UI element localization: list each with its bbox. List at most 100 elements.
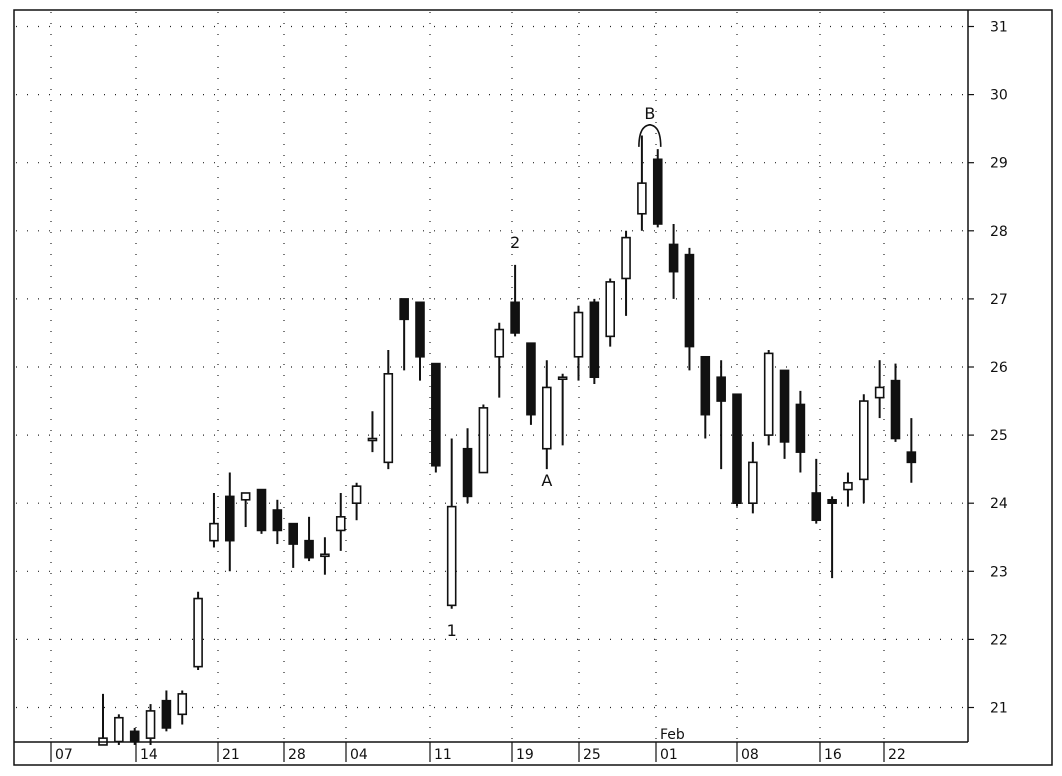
candle [589, 298, 600, 385]
candle-body-down [779, 369, 790, 443]
annotation-label: B [644, 104, 655, 123]
candle [843, 472, 853, 507]
annotation-label: 2 [510, 233, 520, 252]
candle-body-up [557, 376, 568, 381]
candle [779, 369, 790, 459]
candle-body-down [652, 158, 663, 225]
candle [763, 349, 774, 446]
x-tick-label: 04 [350, 747, 368, 763]
candle [304, 516, 314, 562]
candle-body-up [446, 505, 457, 607]
candle-body-down [716, 376, 726, 402]
candle [145, 704, 156, 745]
x-tick-label: 16 [824, 747, 842, 763]
candle-body-down [288, 522, 299, 545]
candle-body-up [748, 461, 758, 504]
candle [225, 472, 235, 572]
candle-body-down [431, 362, 441, 467]
candle-body-down [225, 495, 235, 542]
candle [161, 690, 172, 732]
candle [462, 428, 473, 504]
candle-body-down [415, 301, 425, 358]
candle [890, 363, 901, 442]
x-tick-label: 08 [741, 747, 759, 763]
candle [541, 360, 552, 470]
candle-body-up [541, 386, 552, 450]
y-tick-label: 29 [990, 156, 1008, 172]
y-tick-label: 22 [990, 632, 1008, 648]
candle-body-down [732, 393, 742, 504]
candle-body-up [605, 281, 616, 338]
candle [209, 492, 219, 548]
candle [858, 394, 869, 504]
candle [811, 458, 822, 524]
annotation-label: A [541, 471, 552, 490]
grid [16, 12, 966, 740]
candle [732, 393, 742, 507]
candle-body-up [145, 710, 156, 739]
x-month-label: Feb [660, 727, 685, 743]
candle-body-down [304, 539, 314, 559]
candle-body-down [510, 301, 520, 334]
y-tick-label: 23 [990, 564, 1008, 580]
candle-body-down [811, 492, 822, 522]
candle [193, 591, 203, 671]
candle [684, 247, 695, 371]
candle-body-up [478, 407, 489, 474]
candle [827, 496, 837, 579]
candle [240, 492, 251, 528]
x-tick-label: 25 [583, 747, 601, 763]
annotation-label: 1 [447, 621, 457, 640]
candle [510, 264, 520, 337]
candle [557, 373, 568, 446]
candle [367, 411, 378, 453]
candle-body-up [367, 437, 378, 442]
candle [114, 714, 124, 745]
y-tick-label: 28 [990, 224, 1008, 240]
y-tick-label: 30 [990, 88, 1008, 104]
x-tick-label: 07 [55, 747, 73, 763]
candle [716, 360, 726, 470]
candles [98, 135, 917, 746]
candle-body-up [177, 693, 188, 716]
candle [652, 149, 663, 228]
y-tick-label: 27 [990, 292, 1008, 308]
candle [256, 488, 267, 534]
candle-body-up [114, 716, 124, 743]
candle-body-up [351, 485, 362, 504]
candle-body-down [526, 342, 536, 416]
candle-body-down [399, 298, 409, 321]
candle [415, 301, 425, 381]
candle [335, 492, 346, 551]
candle-body-up [573, 311, 584, 358]
candle [478, 404, 489, 474]
outer-frame [13, 9, 1053, 766]
candle [288, 522, 299, 568]
candle-body-down [272, 509, 283, 532]
candle [668, 223, 679, 299]
x-tick-label: 19 [516, 747, 534, 763]
candle-body-up [335, 516, 346, 532]
candle-body-down [668, 243, 679, 273]
annotations: 1 2 A B [447, 104, 662, 640]
candle-body-down [700, 355, 711, 416]
candle-body-up [874, 386, 885, 399]
candle-body-down [795, 403, 806, 453]
candle [526, 342, 536, 425]
x-tick-label: 14 [140, 747, 158, 763]
candle [272, 499, 283, 545]
candle [351, 482, 362, 521]
x-tick-label: 28 [288, 747, 306, 763]
candle [637, 135, 647, 231]
candle-body-up [240, 492, 251, 501]
candle-body-up [858, 400, 869, 481]
candle [748, 441, 758, 514]
candle [177, 690, 188, 725]
candle-body-up [621, 236, 631, 280]
candle-body-down [827, 498, 837, 505]
candle [874, 360, 885, 419]
y-tick-label: 24 [990, 496, 1008, 512]
